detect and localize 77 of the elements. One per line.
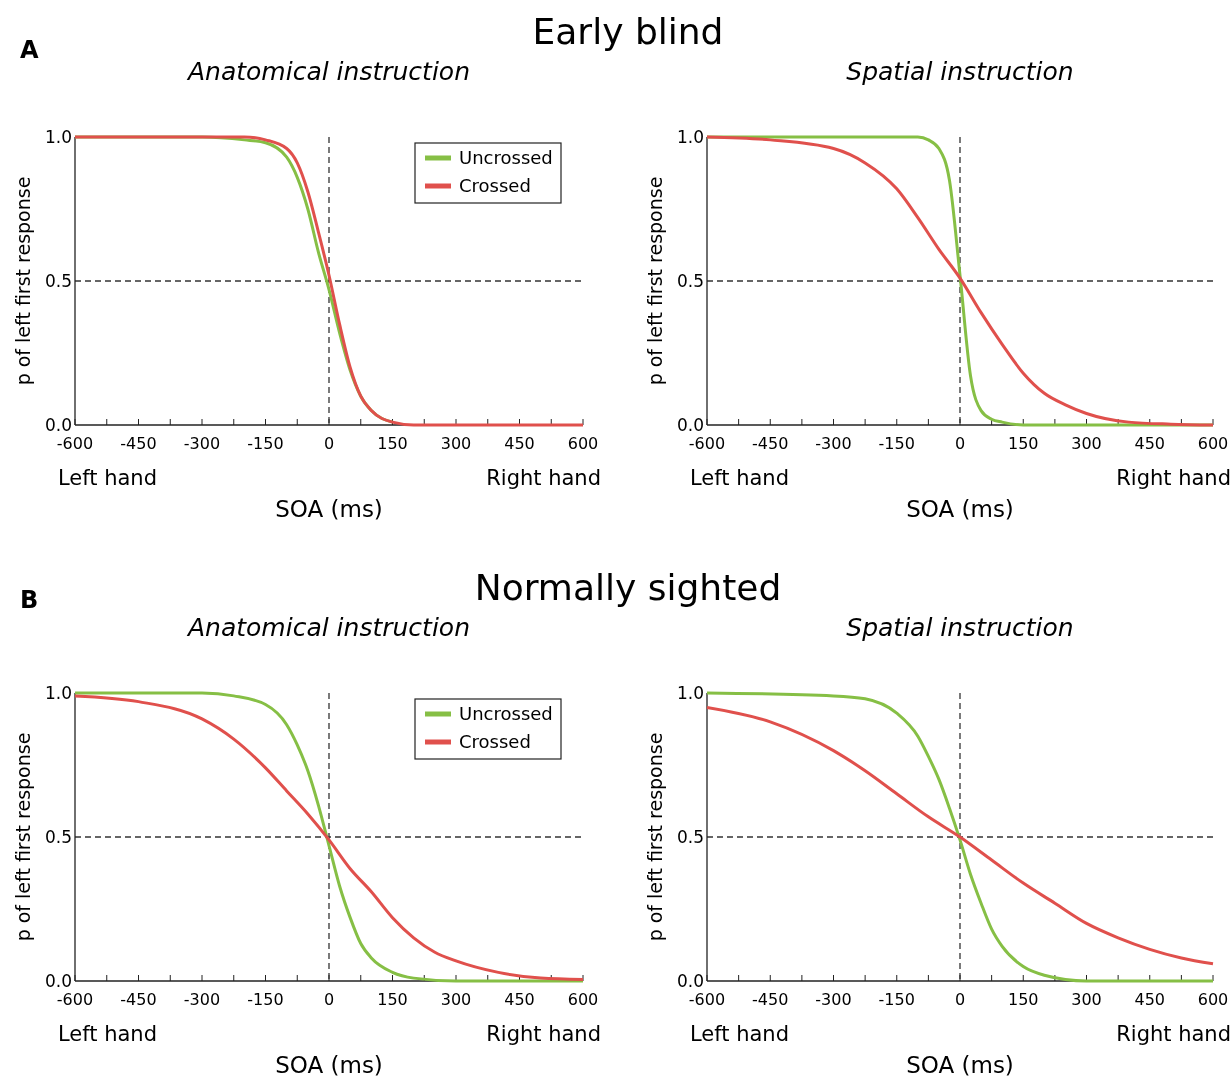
x-tick-label: 0 xyxy=(954,990,966,1009)
legend-label: Uncrossed xyxy=(459,147,553,168)
text: Right hand xyxy=(486,1022,601,1046)
text: Right hand xyxy=(486,466,601,490)
y-axis-title: p of left first response xyxy=(12,732,34,942)
y-tick-label: 0.0 xyxy=(44,415,72,435)
x-tick-label: -300 xyxy=(815,990,852,1009)
x-tick-label: 450 xyxy=(504,434,535,453)
legend-label: Uncrossed xyxy=(459,703,553,724)
x-tick-label: -600 xyxy=(56,434,94,453)
x-tick-label: -600 xyxy=(56,990,94,1009)
x-tick-label: 600 xyxy=(1197,990,1229,1009)
y-tick-label: 0.0 xyxy=(676,415,704,435)
x-tick-label: -300 xyxy=(815,434,852,453)
text: B xyxy=(20,586,39,614)
y-axis-title: p of left first response xyxy=(644,176,666,386)
chart-subtitle: Spatial instruction xyxy=(846,57,1074,86)
x-tick-label: -150 xyxy=(247,434,284,453)
text: Left hand xyxy=(58,1022,158,1046)
x-tick-label: 300 xyxy=(1071,990,1102,1009)
x-tick-label: 0 xyxy=(323,990,335,1009)
x-tick-label: 300 xyxy=(440,990,472,1009)
x-tick-label: -300 xyxy=(183,990,221,1009)
x-axis-title: SOA (ms) xyxy=(275,1052,383,1077)
text: Right hand xyxy=(1116,1022,1231,1046)
chart-subtitle: Anatomical instruction xyxy=(186,613,470,642)
x-tick-label: -150 xyxy=(878,990,915,1009)
x-tick-label: 150 xyxy=(1007,434,1039,453)
y-axis-title: p of left first response xyxy=(12,176,34,386)
x-tick-label: -600 xyxy=(688,434,726,453)
x-tick-label: 150 xyxy=(377,990,408,1009)
y-tick-label: 1.0 xyxy=(676,683,704,703)
y-tick-label: 0.5 xyxy=(676,827,704,847)
x-tick-label: 450 xyxy=(504,990,535,1009)
chart-title: Normally sighted xyxy=(474,567,782,608)
chart-title: Early blind xyxy=(532,11,724,52)
text: A xyxy=(20,36,39,64)
legend-label: Crossed xyxy=(459,175,531,196)
x-tick-label: -450 xyxy=(752,990,789,1009)
x-axis-title: SOA (ms) xyxy=(906,1052,1014,1077)
legend-label: Crossed xyxy=(459,731,531,752)
x-tick-label: 450 xyxy=(1134,434,1166,453)
x-tick-label: -450 xyxy=(120,434,157,453)
x-tick-label: 150 xyxy=(1007,990,1039,1009)
y-tick-label: 1.0 xyxy=(676,127,704,147)
chart-subtitle: Spatial instruction xyxy=(846,613,1074,642)
x-axis-title: SOA (ms) xyxy=(275,496,383,522)
x-tick-label: -300 xyxy=(183,434,221,453)
text: Left hand xyxy=(690,466,790,490)
x-tick-label: 300 xyxy=(440,434,472,453)
x-tick-label: 600 xyxy=(567,990,599,1009)
x-tick-label: 150 xyxy=(377,434,408,453)
y-axis-title: p of left first response xyxy=(644,732,666,942)
x-tick-label: 600 xyxy=(1197,434,1229,453)
y-tick-label: 0.5 xyxy=(44,827,72,847)
x-tick-label: -450 xyxy=(752,434,789,453)
y-tick-label: 0.0 xyxy=(44,971,72,991)
text: Left hand xyxy=(690,1022,790,1046)
x-tick-label: 0 xyxy=(954,434,966,453)
x-tick-label: 450 xyxy=(1134,990,1166,1009)
x-tick-label: 600 xyxy=(567,434,599,453)
x-tick-label: -450 xyxy=(120,990,157,1009)
x-tick-label: 0 xyxy=(323,434,335,453)
y-tick-label: 1.0 xyxy=(44,127,72,147)
y-tick-label: 0.5 xyxy=(676,271,704,291)
x-tick-label: -600 xyxy=(688,990,726,1009)
chart-subtitle: Anatomical instruction xyxy=(186,57,470,86)
x-tick-label: -150 xyxy=(878,434,915,453)
y-tick-label: 0.5 xyxy=(44,271,72,291)
x-tick-label: -150 xyxy=(247,990,284,1009)
y-tick-label: 1.0 xyxy=(44,683,72,703)
y-tick-label: 0.0 xyxy=(676,971,704,991)
x-axis-title: SOA (ms) xyxy=(906,496,1014,522)
text: Right hand xyxy=(1116,466,1231,490)
line-series xyxy=(73,135,585,427)
text: Left hand xyxy=(58,466,158,490)
x-tick-label: 300 xyxy=(1071,434,1102,453)
